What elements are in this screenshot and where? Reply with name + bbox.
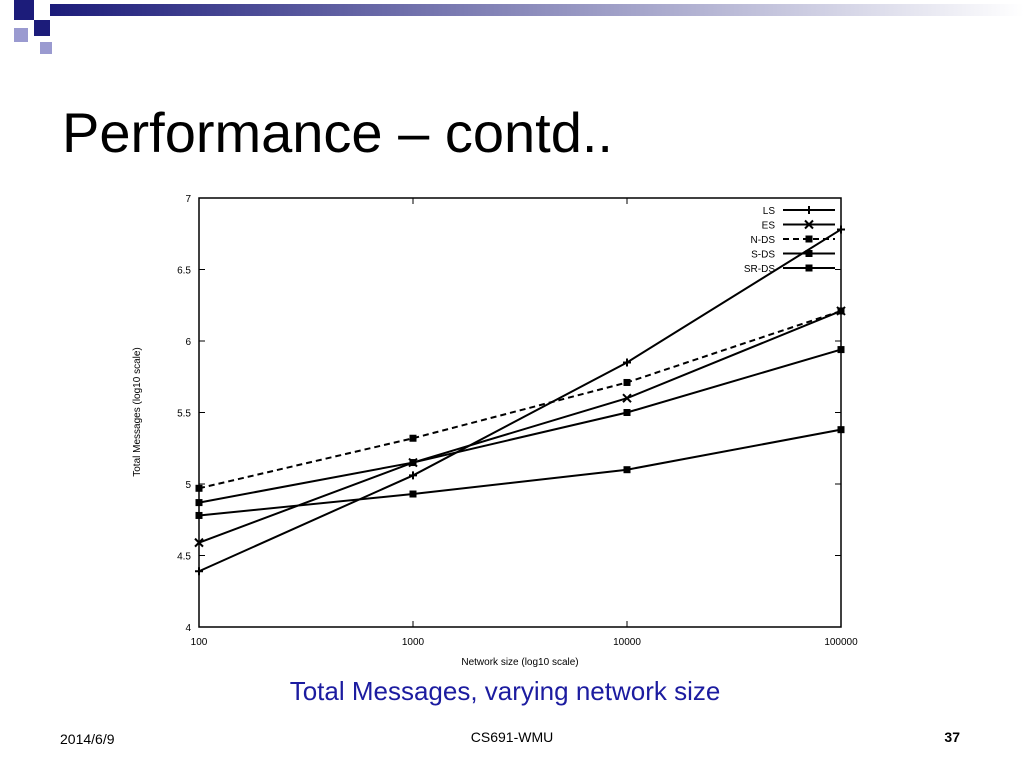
slide-title: Performance – contd.. [62,101,613,164]
marker [623,466,631,474]
series-line [198,310,842,490]
caption: Total Messages, varying network size [290,676,721,706]
y-tick-label: 5 [185,480,191,491]
marker [804,219,814,230]
x-tick-label: 10000 [613,637,641,648]
y-tick-label: 4 [185,623,191,634]
marker [837,307,845,315]
marker [623,358,631,367]
legend-label: SR-DS [744,264,775,275]
marker [805,250,813,257]
x-tick-label: 100000 [824,637,858,648]
decor-square [34,20,50,36]
y-tick-label: 5.5 [177,409,191,420]
marker [837,426,845,434]
legend-label: LS [763,206,776,217]
marker [409,490,417,498]
series-line [198,348,842,504]
series-line [198,310,842,544]
x-tick-label: 1000 [402,637,425,648]
marker [805,235,813,243]
marker [623,409,631,416]
decor-bar [50,4,1024,16]
page-number: 37 [944,729,960,745]
marker [194,537,204,548]
marker [409,434,417,442]
y-axis-label: Total Messages (log10 scale) [132,347,143,477]
y-tick-label: 6 [185,337,191,348]
plot-frame [198,197,842,628]
marker [409,471,417,480]
legend-label: S-DS [751,250,775,261]
legend-label: ES [762,221,776,232]
decor-square [14,28,28,42]
footer-course: CS691-WMU [471,729,553,745]
decor-square [40,42,52,54]
series-line [198,428,842,517]
marker [623,378,631,386]
y-tick-label: 6.5 [177,266,191,277]
y-tick-label: 4.5 [177,552,191,563]
footer-date: 2014/6/9 [60,731,115,747]
series-line [198,228,842,573]
legend-label: N-DS [751,235,776,246]
marker [805,264,813,272]
marker [409,459,417,467]
marker [195,499,203,507]
marker [837,346,845,354]
x-tick-label: 100 [191,637,208,648]
marker [837,225,845,234]
marker [195,484,203,492]
marker [195,511,203,519]
marker [195,567,203,576]
marker [805,206,813,214]
decor-square [14,0,34,20]
marker [622,393,632,403]
y-tick-label: 7 [185,194,191,205]
x-axis-label: Network size (log10 scale) [461,657,578,668]
